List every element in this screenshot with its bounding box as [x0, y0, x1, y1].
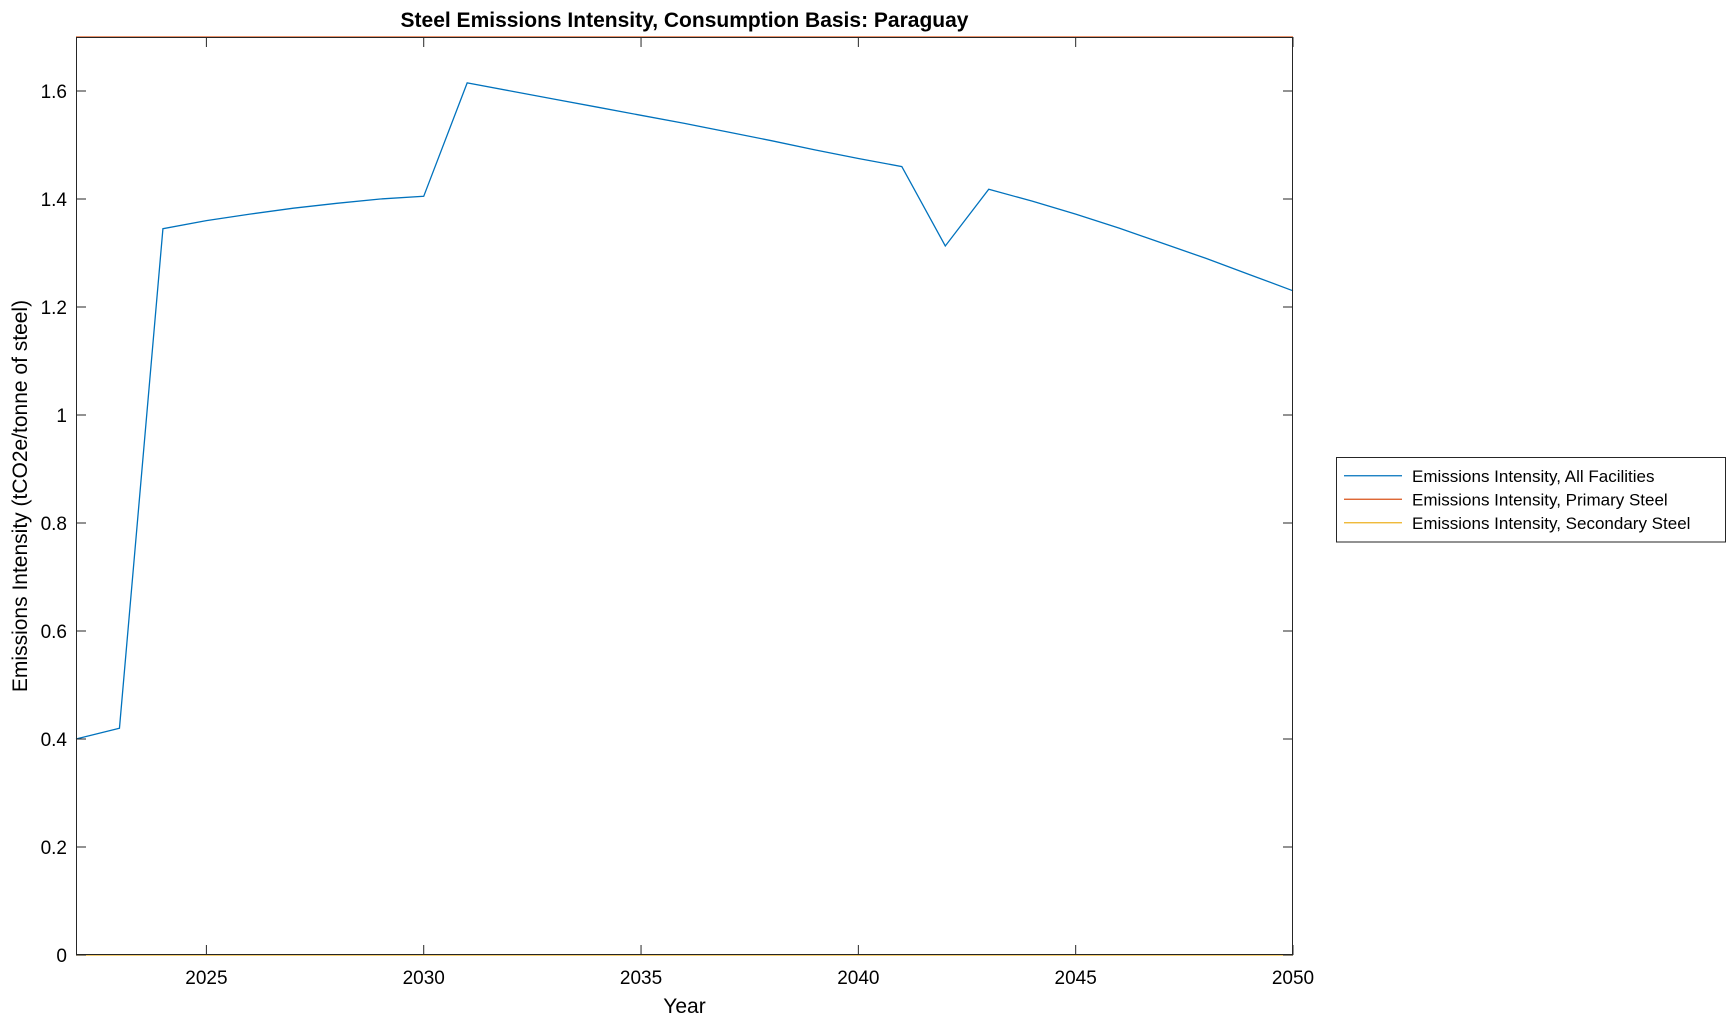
- y-tick-label: 0.4: [41, 730, 68, 751]
- x-tick-label: 2045: [1055, 968, 1097, 989]
- chart-title: Steel Emissions Intensity, Consumption B…: [401, 9, 969, 32]
- legend-items: Emissions Intensity, All Facilities Emiss…: [1344, 467, 1690, 533]
- x-tick-label: 2040: [837, 968, 879, 989]
- series-line-1: [75, 82, 1294, 740]
- y-axis-label: Emissions Intensity (tCO2e/tonne of stee…: [9, 300, 32, 692]
- y-tick-label: 1.4: [41, 190, 68, 211]
- y-tick-label: 1.6: [41, 82, 67, 103]
- y-tick-label: 1.2: [41, 298, 67, 319]
- x-tick-label: 2050: [1272, 968, 1314, 989]
- x-tick-label: 2035: [620, 968, 662, 989]
- plot-box-frame: [76, 37, 1293, 955]
- y-tick-label: 1: [56, 406, 67, 427]
- legend: Emissions Intensity, All Facilities Emiss…: [1336, 457, 1726, 543]
- legend-label-2: Emissions Intensity, Primary Steel: [1412, 490, 1668, 509]
- y-tick-label: 0.8: [41, 514, 67, 535]
- x-axis-label: Year: [663, 995, 705, 1018]
- y-tick-label: 0.2: [41, 838, 67, 859]
- y-tick-label: 0: [56, 946, 67, 967]
- y-tick-label: 0.6: [41, 622, 67, 643]
- x-tick-label: 2025: [185, 968, 227, 989]
- legend-label-3: Emissions Intensity, Secondary Steel: [1412, 514, 1690, 533]
- legend-label-1: Emissions Intensity, All Facilities: [1412, 467, 1654, 486]
- plot-area: [76, 37, 1293, 955]
- ticks-layer: 2025 2030 2035 2040 2045 2050 0 0.2 0.4 0.6 0.8 1 1.…: [41, 37, 1314, 989]
- x-tick-label: 2030: [403, 968, 445, 989]
